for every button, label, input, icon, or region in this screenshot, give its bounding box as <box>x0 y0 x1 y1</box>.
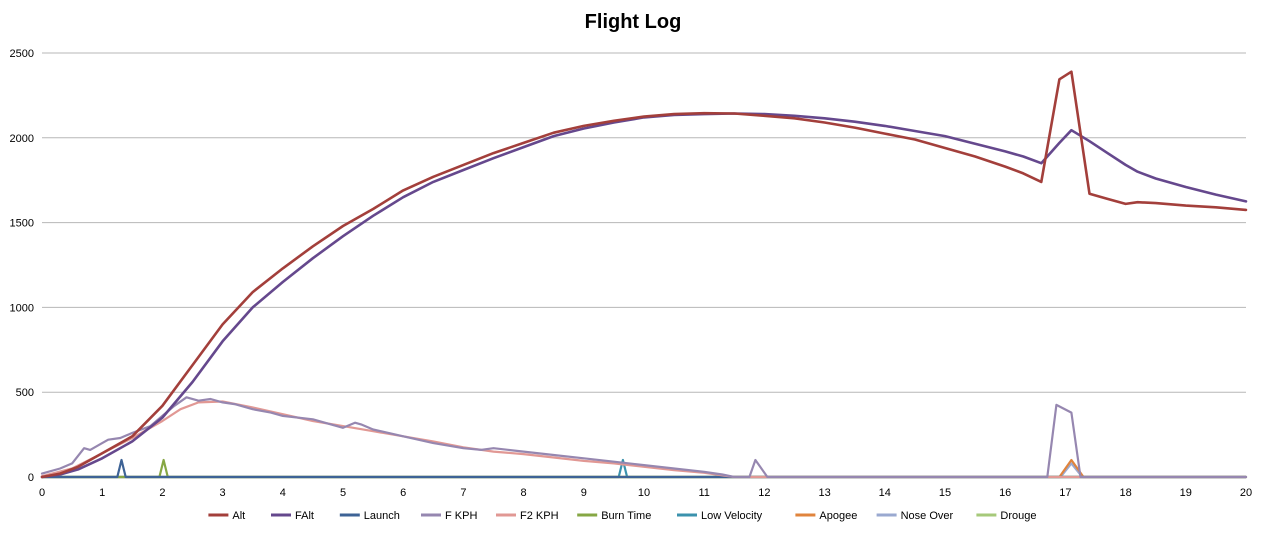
x-tick-label: 10 <box>638 487 650 499</box>
x-tick-label: 4 <box>280 487 286 499</box>
series-layer <box>40 70 1248 479</box>
x-tick-label: 8 <box>521 487 527 499</box>
y-tick-label: 2000 <box>10 133 34 145</box>
series-line-launch <box>40 458 1248 479</box>
legend: Alt FAlt Launch F KPH F2 KPH Burn Time Low Vel… <box>208 510 1036 522</box>
x-tick-label: 3 <box>220 487 226 499</box>
y-axis-ticks: 0 500 1000 1500 2000 2500 <box>10 48 34 484</box>
x-tick-label: 2 <box>159 487 165 499</box>
x-tick-label: 19 <box>1180 487 1192 499</box>
y-tick-label: 0 <box>28 472 34 484</box>
chart-title: Flight Log <box>585 11 682 33</box>
x-tick-label: 17 <box>1059 487 1071 499</box>
x-tick-label: 9 <box>581 487 587 499</box>
legend-label-f2-kph: F2 KPH <box>520 510 559 522</box>
series-line-alt <box>40 70 1248 479</box>
x-tick-label: 13 <box>818 487 830 499</box>
legend-label-drouge: Drouge <box>1000 510 1036 522</box>
x-tick-label: 1 <box>99 487 105 499</box>
legend-label-burn-time: Burn Time <box>601 510 651 522</box>
x-tick-label: 12 <box>758 487 770 499</box>
x-tick-label: 16 <box>999 487 1011 499</box>
legend-label-launch: Launch <box>364 510 400 522</box>
x-tick-label: 14 <box>879 487 891 499</box>
x-tick-label: 7 <box>460 487 466 499</box>
legend-label-apogee: Apogee <box>819 510 857 522</box>
x-tick-label: 15 <box>939 487 951 499</box>
y-tick-label: 2500 <box>10 48 34 60</box>
x-tick-label: 6 <box>400 487 406 499</box>
series-line-falt <box>40 112 1248 479</box>
x-tick-label: 20 <box>1240 487 1252 499</box>
y-tick-label: 1500 <box>10 218 34 230</box>
legend-label-f-kph: F KPH <box>445 510 477 522</box>
x-tick-label: 11 <box>698 487 709 499</box>
series-line-apogee <box>40 458 1248 479</box>
y-tick-label: 1000 <box>10 302 34 314</box>
legend-label-falt: FAlt <box>295 510 314 522</box>
x-tick-label: 0 <box>39 487 45 499</box>
legend-label-low-velocity: Low Velocity <box>701 510 763 522</box>
legend-label-nose-over: Nose Over <box>901 510 954 522</box>
x-tick-label: 5 <box>340 487 346 499</box>
y-tick-label: 500 <box>16 387 34 399</box>
x-tick-label: 18 <box>1119 487 1131 499</box>
legend-label-alt: Alt <box>232 510 245 522</box>
x-axis-ticks: 0 1 2 3 4 5 6 7 8 9 10 11 12 13 14 15 16 17 18 19 20 <box>39 487 1252 499</box>
series-line-f-kph <box>40 396 1248 479</box>
